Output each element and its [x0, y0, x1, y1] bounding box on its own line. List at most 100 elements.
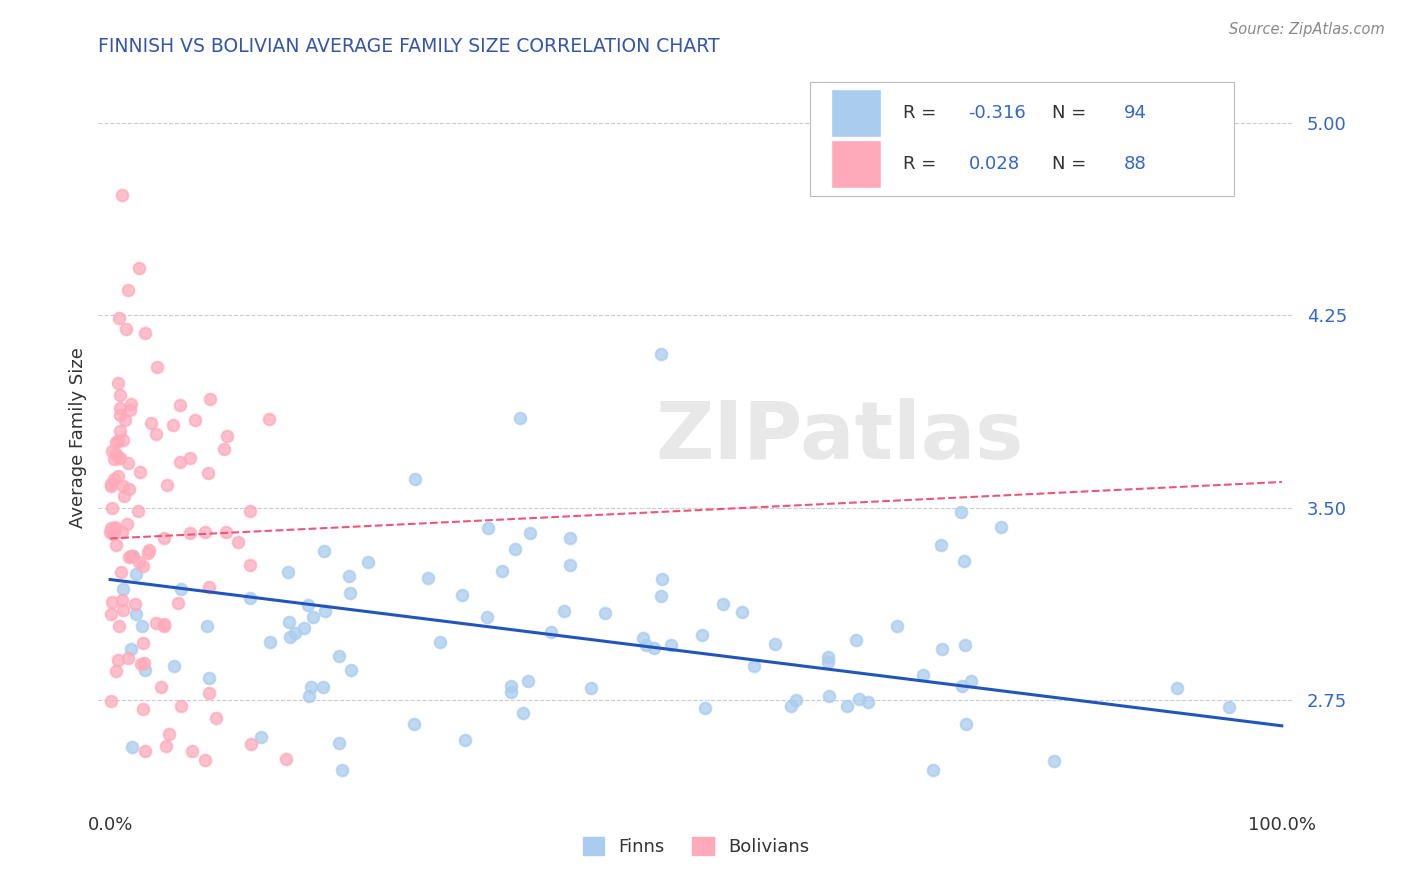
Bolivians [101, 443, 124, 458]
Bolivians [111, 187, 134, 202]
Finns [955, 717, 977, 731]
Finns [328, 648, 350, 663]
Bolivians [169, 398, 191, 412]
Finns [785, 693, 807, 707]
Bolivians [257, 412, 280, 426]
Bolivians [118, 482, 141, 496]
Finns [475, 610, 498, 624]
Finns [314, 544, 336, 558]
Bolivians [108, 451, 131, 466]
Finns [259, 635, 281, 649]
Finns [278, 615, 301, 629]
Bolivians [145, 615, 167, 630]
Bolivians [215, 525, 238, 540]
Finns [540, 624, 562, 639]
Finns [1166, 681, 1188, 695]
Bolivians [127, 503, 149, 517]
Finns [277, 566, 299, 580]
Bolivians [118, 549, 141, 564]
Bolivians [166, 596, 188, 610]
Bolivians [112, 433, 135, 447]
Bolivians [132, 701, 155, 715]
Bolivians [103, 451, 125, 466]
Finns [404, 472, 426, 486]
Finns [299, 681, 322, 695]
Finns [856, 695, 879, 709]
Finns [731, 606, 754, 620]
Finns [643, 640, 665, 655]
Finns [337, 569, 360, 583]
Finns [312, 680, 335, 694]
Legend: Finns, Bolivians: Finns, Bolivians [575, 830, 817, 863]
Bolivians [107, 376, 129, 391]
Bolivians [120, 402, 142, 417]
Finns [330, 763, 353, 777]
Bolivians [128, 465, 150, 479]
Finns [298, 690, 321, 704]
Finns [357, 555, 380, 569]
Finns [453, 732, 475, 747]
Bolivians [169, 455, 191, 469]
Bolivians [110, 401, 132, 415]
Bolivians [108, 450, 131, 465]
FancyBboxPatch shape [831, 140, 882, 188]
Finns [404, 717, 426, 731]
Bolivians [117, 456, 139, 470]
Finns [949, 505, 972, 519]
Bolivians [107, 653, 129, 667]
Bolivians [131, 636, 153, 650]
Finns [558, 531, 581, 545]
Finns [512, 706, 534, 720]
Finns [921, 763, 943, 777]
Bolivians [198, 392, 221, 407]
Bolivians [107, 469, 129, 483]
Bolivians [108, 408, 131, 422]
Bolivians [138, 546, 160, 560]
Finns [169, 582, 191, 596]
Finns [950, 679, 973, 693]
Finns [650, 346, 672, 360]
Bolivians [155, 478, 177, 492]
Bolivians [274, 752, 297, 766]
Finns [593, 607, 616, 621]
Finns [711, 597, 734, 611]
Bolivians [115, 321, 138, 335]
Bolivians [108, 311, 131, 326]
Bolivians [170, 699, 193, 714]
Bolivians [134, 744, 156, 758]
Finns [477, 521, 499, 535]
Bolivians [100, 479, 122, 493]
Finns [131, 619, 153, 633]
Finns [553, 604, 575, 618]
Finns [931, 641, 953, 656]
Bolivians [112, 489, 135, 503]
Finns [297, 599, 319, 613]
Text: R =: R = [903, 104, 942, 122]
Bolivians [128, 261, 150, 276]
Finns [505, 541, 527, 556]
Finns [278, 630, 301, 644]
Text: R =: R = [903, 155, 942, 173]
Finns [837, 698, 859, 713]
Finns [284, 626, 307, 640]
Finns [579, 681, 602, 695]
Finns [125, 607, 148, 621]
Finns [249, 730, 271, 744]
Finns [339, 585, 361, 599]
Bolivians [110, 566, 132, 580]
Finns [651, 572, 673, 586]
Finns [780, 699, 803, 714]
Bolivians [212, 442, 235, 457]
Finns [848, 691, 870, 706]
Finns [519, 525, 541, 540]
Bolivians [101, 501, 124, 516]
Finns [125, 566, 148, 581]
Bolivians [239, 504, 262, 518]
Finns [912, 667, 935, 681]
Finns [690, 628, 713, 642]
Finns [990, 519, 1012, 533]
Finns [195, 619, 218, 633]
Bolivians [226, 534, 249, 549]
Bolivians [155, 739, 177, 753]
Finns [744, 659, 766, 673]
